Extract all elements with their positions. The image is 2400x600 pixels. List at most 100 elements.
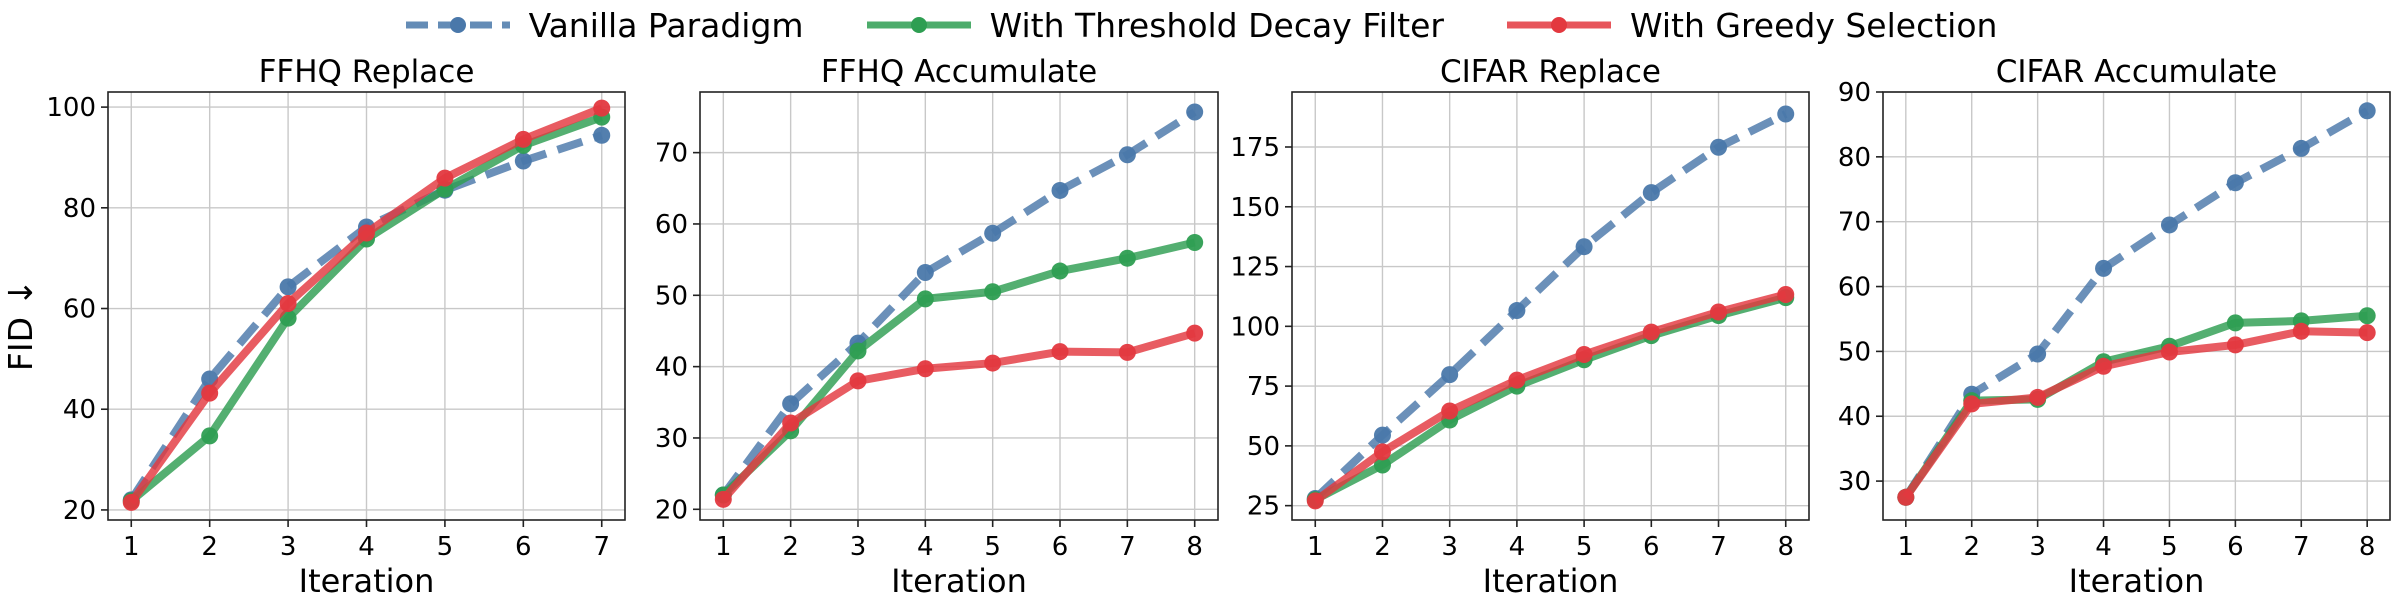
data-point xyxy=(1118,146,1136,164)
data-point xyxy=(1508,302,1526,320)
data-point xyxy=(201,384,219,402)
legend-item: Vanilla Paradigm xyxy=(403,6,804,45)
y-tick-label: 175 xyxy=(1230,133,1280,163)
y-tick-label: 60 xyxy=(1838,273,1871,303)
data-point xyxy=(279,278,297,296)
data-point xyxy=(849,342,867,360)
chart-title: CIFAR Replace xyxy=(1440,54,1661,90)
x-tick-label: 1 xyxy=(1898,532,1915,562)
data-point xyxy=(2095,259,2113,277)
data-point xyxy=(1051,262,1069,280)
data-point xyxy=(1441,402,1459,420)
data-point xyxy=(358,224,375,242)
data-point xyxy=(201,427,219,445)
legend: Vanilla Paradigm With Threshold Decay Fil… xyxy=(0,0,2400,50)
y-tick-label: 60 xyxy=(655,210,688,240)
data-point xyxy=(1642,323,1660,341)
x-tick-label: 3 xyxy=(280,532,297,562)
data-point xyxy=(2226,314,2244,332)
data-point xyxy=(593,126,611,144)
y-tick-label: 70 xyxy=(1838,208,1871,238)
legend-swatch xyxy=(1506,17,1611,33)
data-point xyxy=(1118,343,1136,361)
x-tick-label: 2 xyxy=(201,532,218,562)
x-tick-label: 4 xyxy=(358,532,375,562)
data-point xyxy=(1186,324,1204,342)
data-point xyxy=(984,354,1002,372)
x-tick-label: 2 xyxy=(782,532,799,562)
data-point xyxy=(1777,105,1795,123)
legend-item: With Greedy Selection xyxy=(1504,6,1997,45)
x-tick-label: 1 xyxy=(715,532,732,562)
x-tick-label: 5 xyxy=(2161,532,2178,562)
y-tick-label: 20 xyxy=(655,495,688,525)
x-tick-label: 6 xyxy=(1052,532,1069,562)
plot-frame xyxy=(1882,91,2391,521)
data-point xyxy=(782,414,800,432)
x-tick-label: 3 xyxy=(850,532,867,562)
x-axis-label: Iteration xyxy=(1483,562,1619,600)
chart-panel: 1 2 3 4 5 6 7 8 30 40 50 60 70 80 90 CIFAR Accumulate It… xyxy=(1838,54,2391,600)
data-point xyxy=(2358,324,2376,342)
y-tick-label: 30 xyxy=(1838,467,1871,497)
data-point xyxy=(916,290,934,308)
plot-frame xyxy=(699,91,1219,521)
data-point xyxy=(984,224,1002,242)
x-tick-label: 7 xyxy=(2293,532,2310,562)
x-tick-label: 3 xyxy=(1441,532,1458,562)
data-point xyxy=(514,130,532,148)
x-tick-label: 8 xyxy=(1186,532,1203,562)
data-point xyxy=(916,360,934,378)
series-line xyxy=(1312,290,1787,505)
x-tick-label: 8 xyxy=(1777,532,1794,562)
data-point xyxy=(2226,336,2244,354)
chart-title: CIFAR Accumulate xyxy=(1996,54,2277,90)
data-point xyxy=(714,490,732,508)
series-line xyxy=(720,108,1197,498)
x-tick-label: 2 xyxy=(1963,532,1980,562)
y-tick-label: 100 xyxy=(46,93,96,123)
data-point xyxy=(279,294,297,312)
data-point xyxy=(1373,426,1391,444)
y-tick-label: 30 xyxy=(655,424,688,454)
legend-swatch xyxy=(866,17,971,33)
y-tick-label: 60 xyxy=(63,295,96,325)
x-tick-label: 1 xyxy=(1307,532,1324,562)
y-tick-label: 40 xyxy=(63,395,96,425)
chart-panel: 1 2 3 4 5 6 7 8 20 30 40 50 60 70 FFHQ Accumulate Itera… xyxy=(655,54,1219,600)
data-point xyxy=(514,152,532,170)
y-tick-label: 90 xyxy=(1838,78,1871,108)
data-point xyxy=(2160,343,2178,361)
data-point xyxy=(2029,388,2047,406)
data-point xyxy=(916,263,934,281)
data-point xyxy=(1963,395,1981,413)
data-point xyxy=(2358,307,2376,325)
y-tick-label: 50 xyxy=(655,281,688,311)
y-tick-label: 125 xyxy=(1230,253,1280,283)
shared-y-axis-label: FID ↓ xyxy=(1,279,40,371)
data-point xyxy=(1186,234,1204,252)
x-tick-label: 7 xyxy=(1710,532,1727,562)
y-tick-label: 50 xyxy=(1247,432,1280,462)
data-point xyxy=(1373,443,1391,461)
legend-label: With Threshold Decay Filter xyxy=(989,5,1444,45)
data-point xyxy=(984,283,1002,301)
data-point xyxy=(782,395,800,413)
data-point xyxy=(1306,492,1324,510)
data-point xyxy=(2292,139,2310,157)
y-tick-label: 70 xyxy=(655,139,688,169)
chart-panel: 1 2 3 4 5 6 7 20 40 60 80 100 FFHQ Replace Iteration xyxy=(46,54,626,600)
data-point xyxy=(849,372,867,390)
x-tick-label: 4 xyxy=(2095,532,2112,562)
x-axis-label: Iteration xyxy=(891,562,1027,600)
y-tick-label: 20 xyxy=(63,496,96,526)
y-tick-label: 100 xyxy=(1230,312,1280,342)
y-tick-label: 150 xyxy=(1230,193,1280,223)
data-point xyxy=(2358,102,2376,120)
data-point xyxy=(1575,346,1593,364)
data-point xyxy=(1118,249,1136,267)
data-point xyxy=(1186,103,1204,121)
legend-label: With Greedy Selection xyxy=(1629,5,1998,45)
x-tick-label: 5 xyxy=(984,532,1001,562)
